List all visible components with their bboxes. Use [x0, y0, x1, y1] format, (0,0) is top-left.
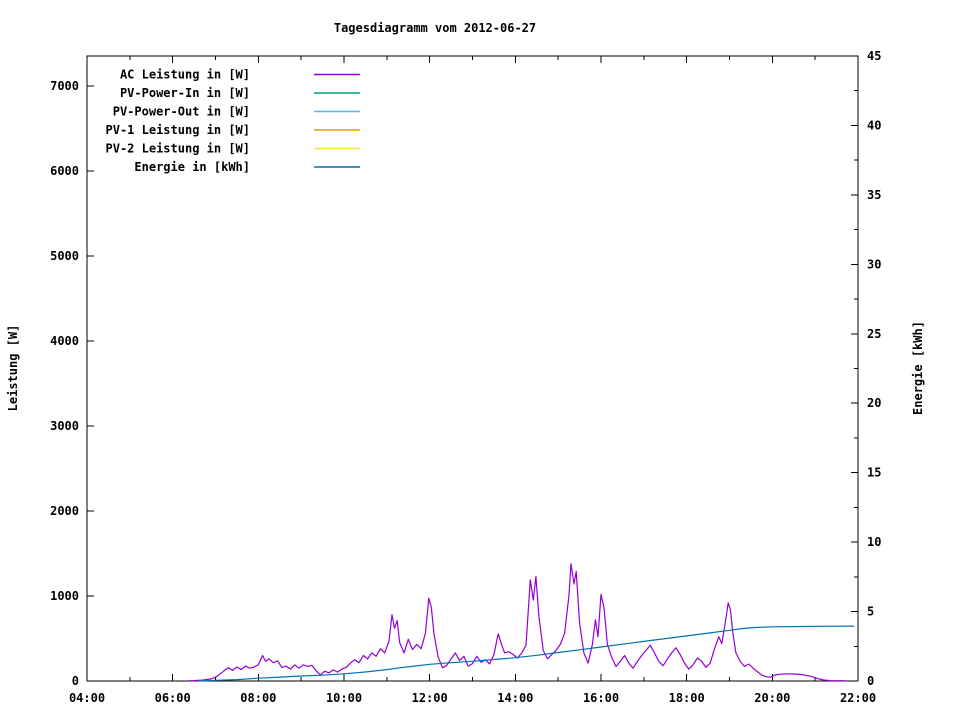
x-tick-label: 08:00 [240, 691, 276, 705]
x-tick-label: 12:00 [412, 691, 448, 705]
y-right-tick-label: 5 [867, 605, 874, 619]
y-left-tick-label: 4000 [50, 334, 79, 348]
y-right-tick-label: 45 [867, 49, 881, 63]
y-right-axis-title: Energie [kWh] [911, 321, 925, 415]
series-energie-in-kwh [197, 625, 855, 682]
x-tick-label: 18:00 [669, 691, 705, 705]
y-right-tick-label: 25 [867, 327, 881, 341]
legend-label-ac-leistung-in-w: AC Leistung in [W] [120, 68, 250, 82]
y-right-tick-label: 30 [867, 257, 881, 271]
x-tick-label: 10:00 [326, 691, 362, 705]
y-right-tick-label: 0 [867, 674, 874, 688]
legend-label-pv-2-leistung-in-w: PV-2 Leistung in [W] [106, 142, 251, 156]
y-left-axis-title: Leistung [W] [6, 325, 20, 412]
y-right-tick-label: 40 [867, 118, 881, 132]
x-tick-label: 04:00 [69, 691, 105, 705]
legend-label-energie-in-kwh: Energie in [kWh] [134, 160, 250, 174]
x-tick-label: 14:00 [497, 691, 533, 705]
y-right-tick-label: 35 [867, 188, 881, 202]
series-ac-leistung-in-w [187, 563, 846, 682]
x-tick-label: 06:00 [155, 691, 191, 705]
y-left-tick-label: 2000 [50, 504, 79, 518]
y-left-tick-label: 1000 [50, 589, 79, 603]
chart-title: Tagesdiagramm vom 2012-06-27 [334, 21, 536, 35]
y-left-tick-label: 5000 [50, 249, 79, 263]
x-tick-label: 16:00 [583, 691, 619, 705]
x-tick-label: 22:00 [840, 691, 876, 705]
x-tick-label: 20:00 [754, 691, 790, 705]
legend-label-pv-power-in-in-w: PV-Power-In in [W] [120, 86, 250, 100]
y-left-tick-label: 3000 [50, 419, 79, 433]
y-right-tick-label: 10 [867, 535, 881, 549]
y-left-tick-label: 6000 [50, 164, 79, 178]
y-left-tick-label: 7000 [50, 79, 79, 93]
y-right-tick-label: 15 [867, 466, 881, 480]
legend-label-pv-1-leistung-in-w: PV-1 Leistung in [W] [106, 123, 251, 137]
legend-label-pv-power-out-in-w: PV-Power-Out in [W] [113, 105, 250, 119]
y-left-tick-label: 0 [72, 674, 79, 688]
plot-area: 04:00 06:00 08:00 10:00 12:00 14:00 16:00 18:00… [50, 49, 881, 705]
y-right-tick-label: 20 [867, 396, 881, 410]
